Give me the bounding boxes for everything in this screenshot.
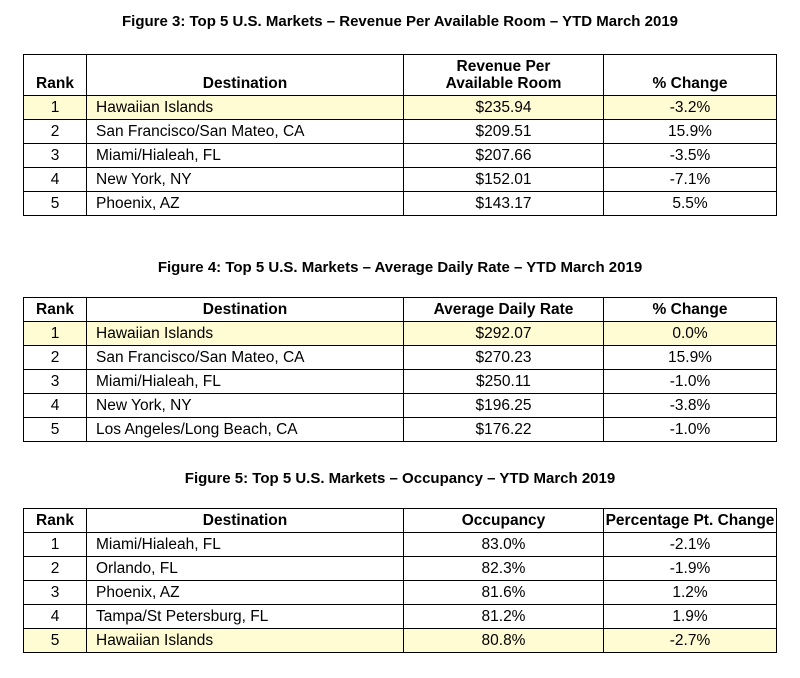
destination-header: Destination [86, 54, 404, 96]
rank-header: Rank [23, 297, 87, 322]
table-row: 4 New York, NY $196.25 -3.8% [23, 393, 777, 418]
figure-5-title: Figure 5: Top 5 U.S. Markets – Occupancy… [184, 470, 616, 487]
change-cell: -7.1% [603, 167, 777, 192]
table-row: 4 New York, NY $152.01 -7.1% [23, 167, 777, 192]
change-cell: -1.9% [603, 556, 777, 581]
value-cell: $250.11 [403, 369, 604, 394]
value-cell: 81.6% [403, 580, 604, 605]
value-cell: 81.2% [403, 604, 604, 629]
figure-4-table: Rank Destination Average Daily Rate % Ch… [23, 297, 777, 442]
value-cell: $292.07 [403, 321, 604, 346]
figure-4-title: Figure 4: Top 5 U.S. Markets – Average D… [157, 259, 643, 276]
destination-cell: Miami/Hialeah, FL [86, 532, 404, 557]
rank-cell: 4 [23, 393, 87, 418]
rank-header: Rank [23, 54, 87, 96]
change-cell: -3.8% [603, 393, 777, 418]
destination-cell: Miami/Hialeah, FL [86, 369, 404, 394]
destination-cell: San Francisco/San Mateo, CA [86, 119, 404, 144]
occupancy-header: Occupancy [403, 508, 604, 533]
destination-cell: Hawaiian Islands [86, 95, 404, 120]
table-row: 5 Hawaiian Islands 80.8% -2.7% [23, 628, 777, 653]
value-cell: $176.22 [403, 417, 604, 442]
table-row: 3 Miami/Hialeah, FL $250.11 -1.0% [23, 369, 777, 394]
table-row: 3 Miami/Hialeah, FL $207.66 -3.5% [23, 143, 777, 168]
change-cell: 1.9% [603, 604, 777, 629]
table-row: 3 Phoenix, AZ 81.6% 1.2% [23, 580, 777, 605]
destination-cell: Hawaiian Islands [86, 321, 404, 346]
destination-header: Destination [86, 297, 404, 322]
change-cell: -1.0% [603, 369, 777, 394]
rank-cell: 4 [23, 167, 87, 192]
destination-cell: Tampa/St Petersburg, FL [86, 604, 404, 629]
destination-cell: New York, NY [86, 393, 404, 418]
value-cell: 83.0% [403, 532, 604, 557]
destination-cell: Orlando, FL [86, 556, 404, 581]
figure-3-title: Figure 3: Top 5 U.S. Markets – Revenue P… [121, 13, 679, 30]
destination-cell: Phoenix, AZ [86, 580, 404, 605]
table-row: 2 Orlando, FL 82.3% -1.9% [23, 556, 777, 581]
revpar-header: Revenue Per Available Room [403, 54, 604, 96]
rank-cell: 3 [23, 580, 87, 605]
rank-cell: 1 [23, 95, 87, 120]
rank-cell: 1 [23, 532, 87, 557]
change-header: % Change [603, 54, 777, 96]
table-row: 5 Los Angeles/Long Beach, CA $176.22 -1.0% [23, 417, 777, 442]
table-row: 1 Hawaiian Islands $235.94 -3.2% [23, 95, 777, 120]
value-cell: 82.3% [403, 556, 604, 581]
value-cell: $270.23 [403, 345, 604, 370]
destination-cell: New York, NY [86, 167, 404, 192]
destination-cell: Phoenix, AZ [86, 191, 404, 216]
change-header: % Change [603, 297, 777, 322]
table-row: 1 Miami/Hialeah, FL 83.0% -2.1% [23, 532, 777, 557]
change-cell: -3.5% [603, 143, 777, 168]
pct-pt-change-header: Percentage Pt. Change [603, 508, 777, 533]
table-row: 1 Hawaiian Islands $292.07 0.0% [23, 321, 777, 346]
value-cell: $152.01 [403, 167, 604, 192]
value-cell: $207.66 [403, 143, 604, 168]
value-cell: $143.17 [403, 191, 604, 216]
destination-cell: Miami/Hialeah, FL [86, 143, 404, 168]
rank-header: Rank [23, 508, 87, 533]
destination-cell: Hawaiian Islands [86, 628, 404, 653]
rank-cell: 5 [23, 191, 87, 216]
rank-cell: 2 [23, 345, 87, 370]
change-cell: -3.2% [603, 95, 777, 120]
change-cell: -2.7% [603, 628, 777, 653]
table-row: 2 San Francisco/San Mateo, CA $209.51 15.9% [23, 119, 777, 144]
change-cell: 15.9% [603, 119, 777, 144]
value-cell: 80.8% [403, 628, 604, 653]
rank-cell: 5 [23, 628, 87, 653]
value-cell: $209.51 [403, 119, 604, 144]
rank-cell: 4 [23, 604, 87, 629]
rank-cell: 3 [23, 369, 87, 394]
change-cell: 1.2% [603, 580, 777, 605]
figure-5-table: Rank Destination Occupancy Percentage Pt… [23, 508, 777, 653]
table-row: 4 Tampa/St Petersburg, FL 81.2% 1.9% [23, 604, 777, 629]
figure-3-table: Rank Destination Revenue Per Available R… [23, 54, 777, 216]
adr-header: Average Daily Rate [403, 297, 604, 322]
rank-cell: 2 [23, 119, 87, 144]
value-cell: $235.94 [403, 95, 604, 120]
change-cell: -2.1% [603, 532, 777, 557]
change-cell: 5.5% [603, 191, 777, 216]
destination-header: Destination [86, 508, 404, 533]
destination-cell: San Francisco/San Mateo, CA [86, 345, 404, 370]
rank-cell: 3 [23, 143, 87, 168]
rank-cell: 5 [23, 417, 87, 442]
change-cell: 0.0% [603, 321, 777, 346]
destination-cell: Los Angeles/Long Beach, CA [86, 417, 404, 442]
rank-cell: 2 [23, 556, 87, 581]
change-cell: 15.9% [603, 345, 777, 370]
change-cell: -1.0% [603, 417, 777, 442]
rank-cell: 1 [23, 321, 87, 346]
value-cell: $196.25 [403, 393, 604, 418]
table-row: 2 San Francisco/San Mateo, CA $270.23 15.9% [23, 345, 777, 370]
table-row: 5 Phoenix, AZ $143.17 5.5% [23, 191, 777, 216]
